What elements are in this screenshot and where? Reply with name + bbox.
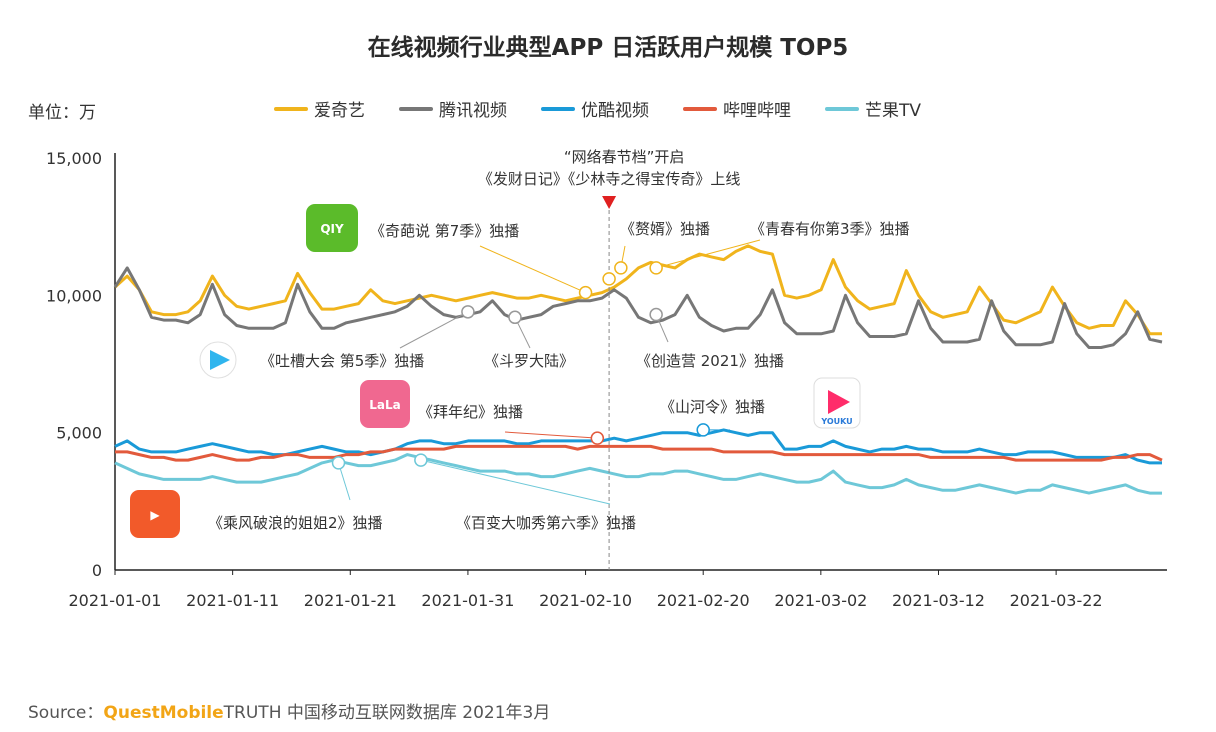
- logo-text: YOUKU: [820, 417, 852, 426]
- logo-text: ▶: [150, 508, 160, 522]
- logo-play-shape: [828, 390, 850, 414]
- x-tick-label: 2021-03-02: [774, 591, 867, 610]
- series-layer: [113, 244, 1163, 495]
- callout-marker: [614, 261, 628, 275]
- event-marker: [602, 196, 617, 209]
- annotation-layer: “网络春节档”开启《发财日记》《少林寺之得宝传奇》上线《奇葩说 第7季》独播 《赘…: [130, 148, 910, 570]
- annotation-label: 《山河令》独播: [660, 398, 765, 416]
- legend-swatch: [825, 106, 859, 111]
- x-tick-label: 2021-01-01: [69, 591, 162, 610]
- callout-marker: [331, 456, 346, 470]
- x-tick-label: 2021-02-20: [657, 591, 750, 610]
- annotation-label: 《拜年纪》独播: [418, 403, 523, 421]
- bilibili-logo: LaLa: [360, 380, 410, 428]
- logo-play-shape: [210, 350, 230, 370]
- series-line: [113, 244, 1162, 336]
- source-prefix: Source：: [28, 703, 104, 723]
- iqiyi-logo: QIY: [306, 204, 358, 252]
- series-line: [113, 266, 1163, 349]
- unit-label: 单位：万: [28, 103, 96, 123]
- annotation-label: 《斗罗大陆》: [484, 352, 574, 370]
- x-tick-label: 2021-03-12: [892, 591, 985, 610]
- legend-label: 爱奇艺: [314, 101, 365, 121]
- callout-marker: [649, 261, 663, 275]
- callout-marker: [602, 272, 616, 286]
- legend-label: 哔哩哔哩: [723, 101, 791, 121]
- logo-text: LaLa: [369, 398, 401, 412]
- annotation-label: 《吐槽大会 第5季》独播: [260, 352, 424, 370]
- x-tick-label: 2021-03-22: [1010, 591, 1103, 610]
- x-tick-label: 2021-02-10: [539, 591, 632, 610]
- callout-marker: [578, 285, 593, 300]
- source-note: Source：QuestMobileTRUTH 中国移动互联网数据库 2021年…: [28, 698, 550, 723]
- logo-background: [130, 490, 180, 538]
- logo-text: QIY: [320, 222, 344, 236]
- annotation-label: 《百变大咖秀第六季》独播: [456, 514, 636, 532]
- annotation-label: 《乘风破浪的姐姐2》独播: [208, 514, 383, 532]
- callout-marker: [696, 423, 710, 437]
- mango-logo: ▶: [130, 490, 180, 538]
- callout-line: [479, 245, 586, 294]
- annotation-label: 《青春有你第3季》独播: [750, 220, 910, 238]
- legend-item: 爱奇艺: [274, 96, 365, 121]
- callout-marker: [649, 307, 663, 322]
- series-line: [114, 453, 1162, 495]
- legend-label: 腾讯视频: [439, 101, 507, 121]
- legend-swatch: [541, 106, 575, 111]
- y-tick-label: 15,000: [46, 149, 102, 168]
- legend-swatch: [274, 106, 308, 111]
- x-tick-label: 2021-01-11: [186, 591, 279, 610]
- legend-swatch: [683, 106, 717, 111]
- axes: 15,000 10,000 5,000 0 2021-01-01 2021-01-11 20…: [46, 149, 1167, 610]
- legend-swatch: [399, 106, 433, 111]
- y-tick-label: 5,000: [56, 424, 102, 443]
- legend-label: 芒果TV: [865, 101, 922, 121]
- source-brand: QuestMobile: [103, 703, 224, 723]
- annotation-label: “网络春节档”开启: [564, 148, 685, 166]
- y-tick-label: 0: [92, 561, 102, 580]
- chart-title: 在线视频行业典型APP 日活跃用户规模 TOP5: [367, 35, 849, 61]
- legend-item: 优酷视频: [541, 96, 649, 121]
- x-tick-label: 2021-01-21: [304, 591, 397, 610]
- callout-line: [656, 239, 761, 269]
- callout-marker: [508, 310, 522, 325]
- logo-background: [360, 380, 410, 428]
- legend-item: 腾讯视频: [399, 96, 507, 121]
- tencent-logo: [199, 341, 237, 379]
- series-line: [115, 444, 1163, 462]
- legend-item: 哔哩哔哩: [683, 96, 791, 121]
- callout-line: [504, 431, 598, 439]
- annotation-label: 《发财日记》《少林寺之得宝传奇》上线: [478, 170, 741, 188]
- callout-marker: [414, 453, 428, 467]
- callout-line: [399, 311, 469, 349]
- legend-item: 芒果TV: [825, 96, 921, 121]
- youku-logo: YOUKU: [813, 377, 861, 429]
- annotation-label: 《赘婿》独播: [620, 220, 710, 238]
- logo-background: [306, 204, 358, 252]
- legend: 爱奇艺 腾讯视频 优酷视频 哔哩哔哩 芒果TV: [274, 96, 921, 121]
- annotation-label: 《创造营 2021》独播: [636, 352, 784, 370]
- x-tick-label: 2021-01-31: [421, 591, 514, 610]
- source-rest: TRUTH 中国移动互联网数据库 2021年3月: [223, 703, 551, 723]
- callout-line: [420, 459, 611, 505]
- annotation-label: 《奇葩说 第7季》独播: [370, 222, 519, 240]
- line-chart: 15,000 10,000 5,000 0 2021-01-01 2021-01-11 20…: [46, 148, 1167, 610]
- callout-marker: [461, 305, 475, 319]
- callout-marker: [590, 431, 605, 445]
- y-tick-label: 10,000: [46, 286, 102, 305]
- legend-label: 优酷视频: [581, 101, 649, 121]
